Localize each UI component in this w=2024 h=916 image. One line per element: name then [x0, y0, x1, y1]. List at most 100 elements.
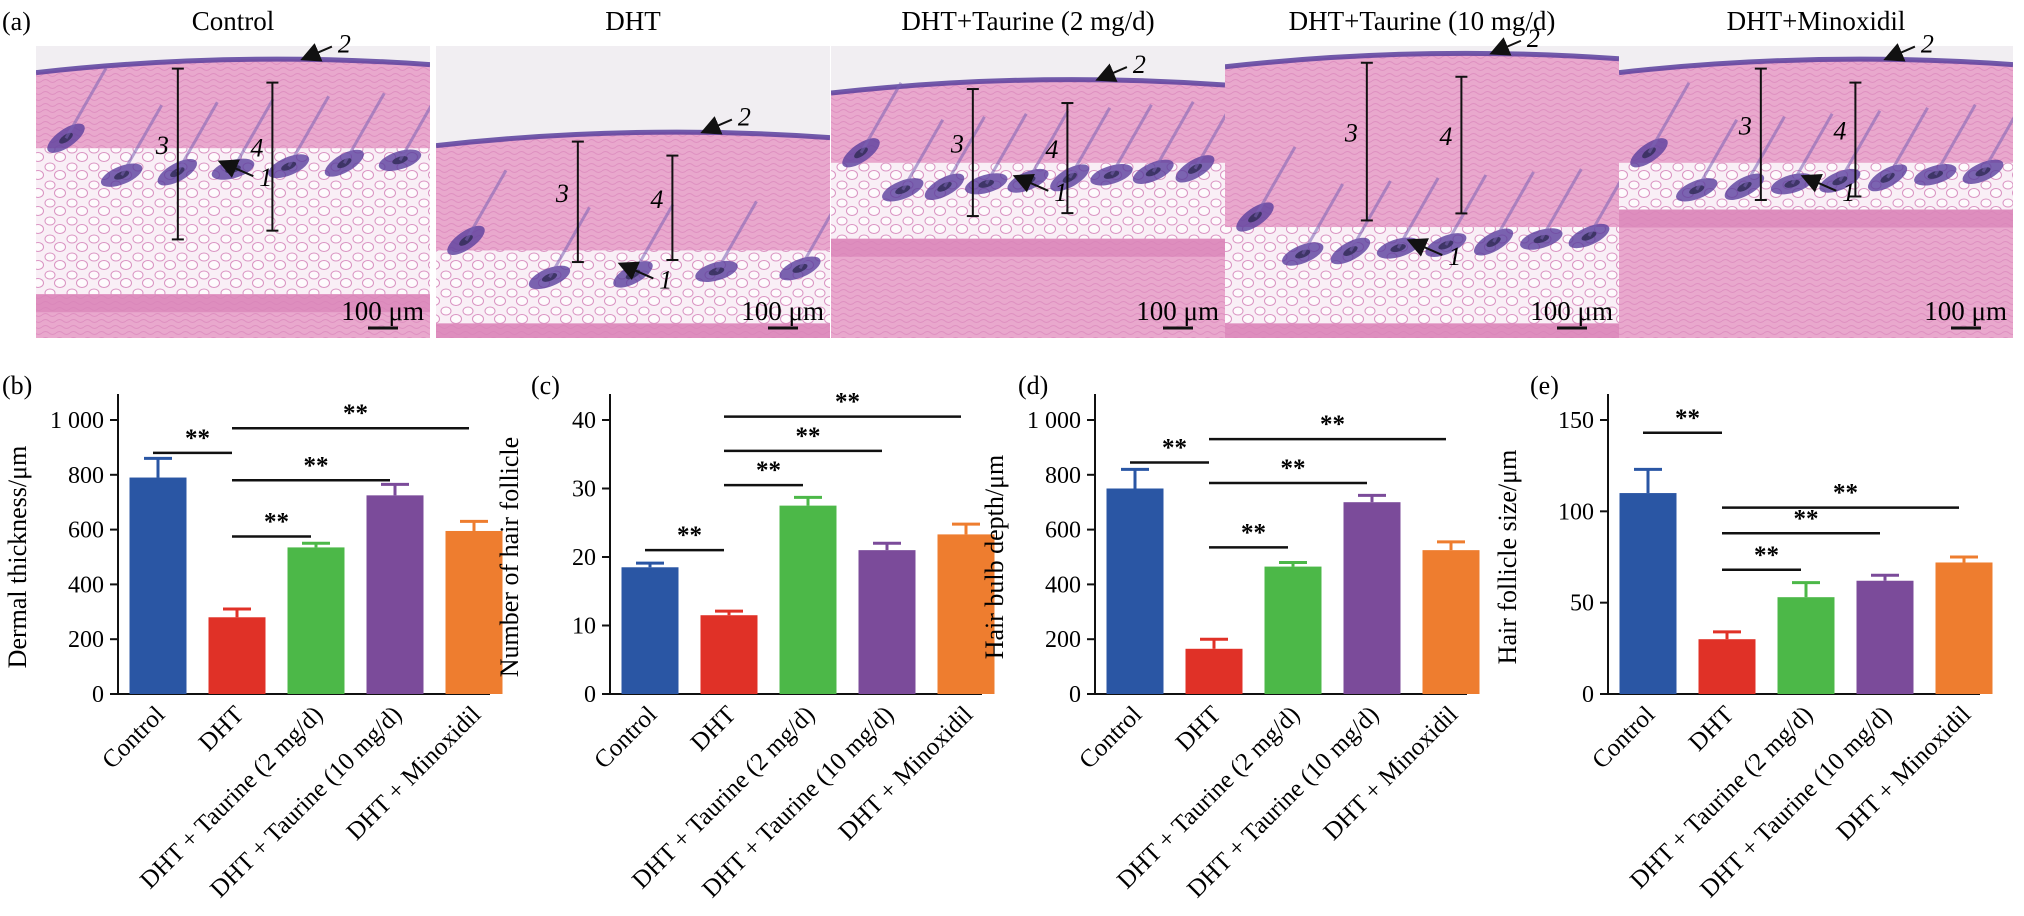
y-axis-title: Hair follicle size/μm — [1493, 450, 1522, 665]
micrograph-title: DHT+Taurine (2 mg/d) — [901, 6, 1154, 36]
structure-label: 2 — [338, 30, 351, 59]
structure-label: 1 — [1842, 178, 1855, 207]
bar-minoxidil — [1422, 550, 1480, 694]
structure-label: 2 — [1133, 50, 1146, 79]
y-tick-label: 40 — [572, 408, 596, 434]
y-tick-label: 0 — [1582, 682, 1594, 708]
bar-taurine-10 — [366, 495, 424, 694]
bar-control — [621, 567, 679, 694]
significance-label: ** — [264, 508, 289, 535]
panel-letter-a: (a) — [2, 7, 31, 36]
y-tick-label: 800 — [68, 463, 104, 489]
y-tick-label: 10 — [572, 614, 596, 640]
significance-label: ** — [1281, 455, 1306, 482]
bar-taurine-10 — [858, 550, 916, 694]
structure-label: 3 — [950, 130, 964, 159]
tissue-image — [36, 46, 430, 338]
bar-minoxidil — [1935, 562, 1993, 694]
panel-letter: (b) — [2, 371, 32, 400]
y-tick-label: 50 — [1570, 591, 1594, 617]
structure-label: 4 — [250, 134, 263, 163]
significance-label: ** — [1675, 405, 1700, 432]
bar-minoxidil — [445, 530, 503, 694]
significance-label: ** — [1162, 434, 1187, 461]
significance-label: ** — [1241, 519, 1266, 546]
micrograph-minoxidil: DHT+Minoxidil 3 4 2 1 100 μm — [1619, 6, 2013, 338]
micrograph-title: DHT+Minoxidil — [1727, 6, 1906, 36]
significance-label: ** — [1833, 480, 1858, 507]
significance-label: ** — [185, 425, 210, 452]
significance-label: ** — [756, 457, 781, 484]
y-axis-title: Number of hair follicle — [495, 437, 524, 677]
y-tick-label: 0 — [1069, 682, 1081, 708]
bar-dht — [208, 617, 266, 694]
bar-dht — [1698, 639, 1756, 694]
y-tick-label: 0 — [92, 682, 104, 708]
chart-panel-d: (d) 0 200 400 600 800 1 000 Hair bulb depth/μm C… — [980, 371, 1480, 903]
category-label: Control — [1074, 701, 1147, 774]
structure-label: 4 — [1045, 135, 1058, 164]
panel-letter: (e) — [1530, 371, 1559, 400]
structure-label: 3 — [1738, 111, 1752, 140]
structure-label: 3 — [1344, 119, 1358, 148]
structure-label: 2 — [1527, 24, 1540, 53]
bar-taurine-10 — [1856, 580, 1914, 694]
micrograph-taurine-10: DHT+Taurine (10 mg/d) 3 4 2 1 100 μm — [1225, 6, 1619, 338]
scale-bar-label: 100 μm — [341, 296, 424, 326]
y-axis-title: Hair bulb depth/μm — [980, 455, 1009, 660]
significance-label: ** — [1794, 505, 1819, 532]
y-tick-label: 1 000 — [50, 408, 104, 434]
panel-letter: (d) — [1018, 371, 1048, 400]
scale-bar: 100 μm — [1136, 296, 1219, 330]
tissue-image — [436, 46, 830, 338]
bar-control — [129, 477, 187, 694]
category-label: DHT + Minoxidil — [1319, 701, 1464, 846]
category-label: DHT + Minoxidil — [834, 701, 979, 846]
tissue-image — [1619, 46, 2013, 338]
y-tick-label: 600 — [1045, 518, 1081, 544]
chart-panel-e: (e) 0 50 100 150 Hair follicle size/μm Control… — [1493, 371, 1993, 903]
significance-label: ** — [343, 400, 368, 427]
y-tick-label: 20 — [572, 545, 596, 571]
y-tick-label: 200 — [1045, 627, 1081, 653]
scale-bar: 100 μm — [741, 296, 824, 330]
bar-dht — [1185, 648, 1243, 694]
category-label: Control — [589, 701, 662, 774]
y-tick-label: 400 — [1045, 572, 1081, 598]
significance-label: ** — [304, 452, 329, 479]
y-tick-label: 0 — [584, 682, 596, 708]
micrograph-title: DHT+Taurine (10 mg/d) — [1289, 6, 1556, 36]
structure-label: 4 — [1439, 122, 1452, 151]
y-tick-label: 30 — [572, 477, 596, 503]
structure-label: 4 — [650, 185, 663, 214]
significance-label: ** — [1320, 411, 1345, 438]
panel-letter: (c) — [531, 371, 560, 400]
bar-minoxidil — [937, 534, 995, 694]
y-tick-label: 400 — [68, 572, 104, 598]
bar-taurine-10 — [1343, 502, 1401, 694]
y-tick-label: 800 — [1045, 463, 1081, 489]
y-tick-label: 100 — [1558, 499, 1594, 525]
category-label: DHT — [686, 701, 741, 756]
y-tick-label: 600 — [68, 518, 104, 544]
bar-control — [1619, 493, 1677, 694]
significance-label: ** — [677, 522, 702, 549]
structure-label: 3 — [155, 131, 169, 160]
category-label: Control — [97, 701, 170, 774]
bar-taurine-2 — [1264, 566, 1322, 694]
tissue-image — [1225, 46, 1619, 338]
structure-label: 3 — [555, 179, 569, 208]
scale-bar-label: 100 μm — [741, 296, 824, 326]
category-label: Control — [1587, 701, 1660, 774]
bar-dht — [700, 615, 758, 694]
significance-label: ** — [796, 423, 821, 450]
micrograph-dht: DHT 3 4 2 1 100 μm — [436, 6, 830, 338]
scale-bar-label: 100 μm — [1924, 296, 2007, 326]
category-label: DHT — [1171, 701, 1226, 756]
bar-taurine-2 — [779, 505, 837, 694]
scale-bar: 100 μm — [341, 296, 424, 330]
tissue-image — [831, 46, 1225, 338]
micrograph-title: Control — [192, 6, 275, 36]
